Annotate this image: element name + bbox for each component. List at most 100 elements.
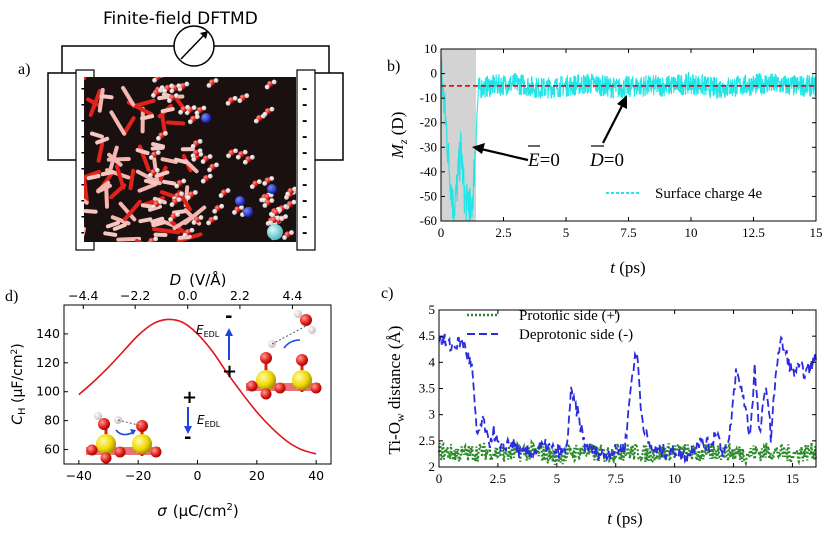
- slab-bond: [160, 112, 167, 135]
- water-hydrogen: [197, 148, 203, 154]
- minus-sign: -: [302, 226, 307, 241]
- annotation-e-symbol: E: [527, 150, 540, 171]
- y-axis-label-sub: z: [396, 139, 410, 145]
- slab-bond: [109, 110, 127, 136]
- x-tick-label: −20: [125, 468, 151, 483]
- e-edl-lower-arrowhead: [184, 426, 192, 434]
- nitrogen-atom: [201, 113, 211, 123]
- right-wire-loop: [315, 72, 344, 161]
- water-hydrogen: [190, 143, 196, 149]
- slab-bond: [173, 157, 188, 165]
- water-hydrogen: [168, 217, 174, 222]
- annotation-e0: E=0: [472, 143, 560, 171]
- slab-atoms: [84, 77, 296, 242]
- water-hydrogen: [194, 110, 200, 116]
- water-hydrogen: [152, 77, 157, 83]
- water-hydrogen: [174, 183, 180, 189]
- water-hydrogen: [176, 83, 182, 89]
- slab-bond: [104, 186, 110, 209]
- y-axis-label-sub: H: [17, 407, 28, 415]
- slab-bond: [152, 227, 181, 235]
- left-wire-top: [61, 45, 174, 73]
- top-tick-label: 2.2: [230, 288, 250, 303]
- y-axis-label-unit: (μF/cm: [10, 354, 26, 407]
- y-axis-label-close: ): [10, 343, 26, 348]
- annotation-e0-text: E=0: [527, 150, 560, 171]
- panel-d-label: d): [5, 288, 18, 305]
- oxygen-atom: [260, 388, 272, 400]
- slab-bond: [140, 114, 155, 121]
- minus-sign: -: [302, 114, 307, 129]
- water-hydrogen: [190, 153, 196, 159]
- water-hydrogen: [178, 109, 184, 115]
- slab-bond: [89, 131, 104, 139]
- water-hydrogen: [184, 110, 190, 116]
- minus-sign: -: [302, 130, 307, 145]
- water-hydrogen: [285, 191, 291, 197]
- water-hydrogen: [184, 81, 190, 87]
- water-hydrogen: [151, 204, 156, 210]
- axis-ticks: 0 2.5 5 7.5 10 12.5 15 2 2.5 3 3.5 4 4.5 5: [419, 302, 816, 486]
- water-hydrogen: [233, 148, 238, 154]
- y-axis-label-sub: w: [393, 413, 407, 422]
- x-tick-label: 0: [436, 471, 443, 486]
- e-edl-upper-sub: EDL: [204, 330, 220, 339]
- water-hydrogen: [289, 230, 294, 235]
- water-hydrogen: [194, 114, 200, 120]
- top-axis-label-unit: (V/Å): [189, 270, 226, 289]
- water-hydrogen: [169, 88, 175, 94]
- slab-bond: [138, 217, 153, 224]
- slab-bond: [122, 116, 136, 135]
- oxygen-atom: [150, 446, 162, 458]
- annotation-d-arrow: [602, 103, 624, 144]
- legend-label: Surface charge 4e: [655, 186, 763, 202]
- water-hydrogen: [277, 207, 283, 213]
- slab-bond: [112, 222, 127, 231]
- y-tick-label: 4: [429, 354, 436, 369]
- slab-bond: [114, 164, 126, 190]
- water-hydrogen: [147, 172, 153, 178]
- y-tick-label: 120: [36, 355, 60, 370]
- axis-ticks: 0 2.5 5 7.5 10 12.5 15 10 0 -10 -20 -30 -40 -50 -60: [420, 41, 823, 240]
- x-tick-label: 7.5: [620, 225, 636, 240]
- slab-bond: [157, 94, 172, 101]
- annotation-e-arrowhead: [472, 143, 485, 154]
- x-tick-label: 0: [194, 468, 202, 483]
- oxygen-atom: [86, 444, 98, 456]
- water-hydrogen: [187, 119, 193, 125]
- x-tick-label: 40: [308, 468, 324, 483]
- right-wire-top: [214, 45, 330, 73]
- x-axis-label-unit: (ps): [612, 509, 643, 528]
- titanium-atom: [132, 434, 152, 454]
- annotation-d0-text: D=0: [589, 150, 624, 171]
- water-hydrogen: [239, 205, 244, 210]
- water-hydrogen: [282, 235, 287, 240]
- y-tick-label: 2: [429, 459, 436, 474]
- slab-bond: [123, 199, 142, 222]
- e-edl-upper: EEDL - +: [196, 306, 237, 382]
- water-hydrogen: [283, 204, 289, 209]
- y-tick-label: -60: [420, 213, 437, 228]
- water-hydrogen: [264, 84, 270, 90]
- water-hydrogen: [158, 88, 163, 93]
- slab-bond: [162, 179, 177, 186]
- water-hydrogen: [270, 212, 276, 218]
- y-axis-label-sup: 2: [10, 349, 20, 355]
- hydrogen-atom: [94, 412, 102, 420]
- panel-b-dipole-chart: b) 0 2.5 5 7.5 10 12.5 15 10 0 -10 -20 -30 -40 -50 -60…: [387, 41, 823, 277]
- titanium-atom: [256, 370, 276, 390]
- y-axis-label-c: C: [10, 415, 26, 425]
- axis-ticks: −40 −20 0 20 40 −4.4 −2.2 0.0 2.2 4.4 60 80 100 120 14…: [36, 288, 324, 483]
- nitrogen-atom: [235, 196, 245, 206]
- water-hydrogen: [169, 83, 175, 89]
- y-tick-label: 4.5: [419, 328, 435, 343]
- annotation-e-arrow: [480, 147, 529, 162]
- slab-bond: [86, 173, 101, 181]
- molecule-inset-left: [86, 412, 162, 464]
- panel-c-label: c): [381, 285, 393, 302]
- x-axis-label-close: ): [233, 502, 239, 520]
- water-hydrogen: [213, 215, 219, 221]
- plot-area: [78, 318, 317, 455]
- water-hydrogen: [269, 198, 275, 203]
